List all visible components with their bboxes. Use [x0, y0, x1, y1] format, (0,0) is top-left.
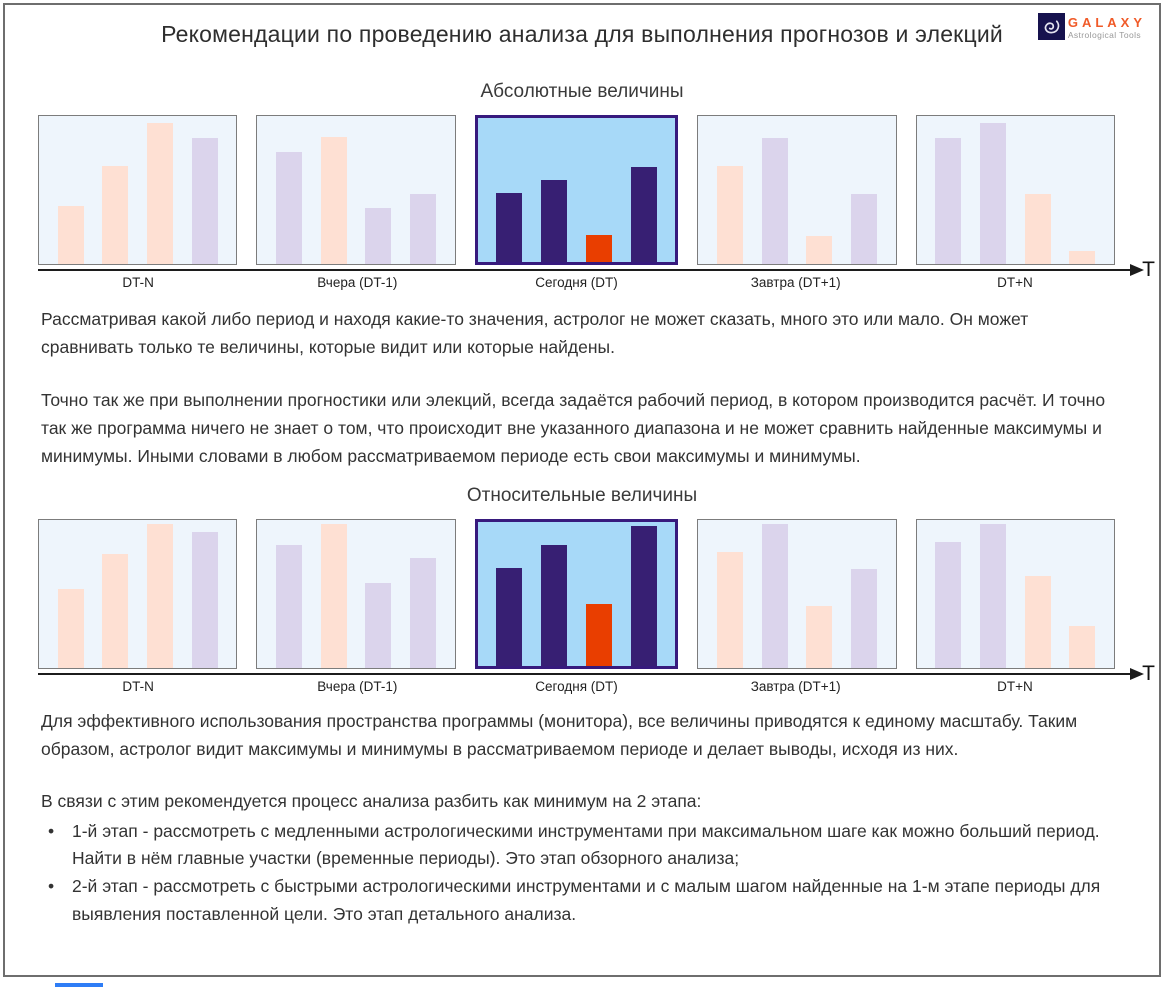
bar-peach	[1069, 250, 1096, 264]
time-axis	[38, 264, 1144, 276]
bar-lavender	[979, 524, 1006, 668]
chart-row-absolute	[38, 115, 1116, 265]
bar-lavender	[191, 531, 218, 668]
mini-chart	[697, 518, 897, 669]
chart-period-label: Вчера (DT-1)	[317, 678, 398, 694]
chart-labels-row: DT-N Вчера (DT-1) Сегодня (DT) Завтра (DT+1…	[38, 679, 1115, 694]
section-absolute-values: Абсолютные величины T DT-N Вчера (DT-1) Се…	[5, 81, 1159, 290]
logo-brand: GALAXY	[1067, 15, 1146, 30]
section-heading-absolute: Абсолютные величины	[480, 81, 684, 102]
axis-label-t: T	[1142, 661, 1155, 685]
bar-peach	[147, 123, 174, 264]
chart-period-label: DT-N	[122, 275, 154, 290]
bar-peach	[1024, 194, 1051, 264]
bar-indigo	[496, 192, 523, 262]
logo-text: GALAXY Astrological Tools	[1068, 13, 1146, 40]
chart-period-label: Сегодня (DT)	[535, 275, 618, 290]
bar-peach	[806, 605, 833, 668]
chart-row-relative	[38, 518, 1116, 669]
bar-orange	[585, 603, 612, 666]
charts-wrap-absolute: T DT-N Вчера (DT-1) Сегодня (DT) Завтра (DT…	[38, 115, 1155, 290]
bar-indigo	[630, 166, 657, 262]
galaxy-logo: GALAXY Astrological Tools	[1037, 13, 1146, 40]
logo-tagline: Astrological Tools	[1067, 30, 1142, 40]
bar-peach	[320, 524, 347, 668]
bar-lavender	[410, 194, 437, 264]
bar-peach	[102, 166, 129, 264]
bar-indigo	[541, 179, 568, 262]
bar-lavender	[850, 568, 877, 668]
bar-indigo	[541, 544, 568, 666]
bar-peach	[716, 166, 743, 264]
bar-peach	[57, 589, 84, 668]
stage-list: 1-й этап - рассмотреть с медленными астр…	[41, 818, 1123, 929]
bar-lavender	[276, 151, 303, 264]
axis-label-t: T	[1142, 258, 1155, 281]
charts-wrap-relative: T DT-N Вчера (DT-1) Сегодня (DT) Завтра (DT…	[38, 518, 1155, 694]
mini-chart	[697, 115, 897, 265]
bar-lavender	[365, 583, 392, 668]
bar-indigo	[496, 567, 523, 666]
bar-orange	[585, 234, 612, 262]
page-header: Рекомендации по проведению анализа для в…	[5, 5, 1159, 67]
bar-lavender	[761, 524, 788, 668]
mini-chart	[256, 518, 456, 669]
chart-period-label: Завтра (DT+1)	[750, 275, 841, 290]
bar-peach	[320, 136, 347, 264]
bottom-blue-strip	[55, 983, 103, 987]
bar-lavender	[365, 207, 392, 264]
chart-labels-row: DT-N Вчера (DT-1) Сегодня (DT) Завтра (DT+1…	[38, 275, 1115, 290]
bar-lavender	[410, 558, 437, 668]
paragraph-1: Рассматривая какой либо период и находя …	[41, 309, 1029, 358]
page-title: Рекомендации по проведению анализа для в…	[161, 21, 1003, 47]
chart-period-label: DT+N	[997, 678, 1033, 694]
bar-lavender	[850, 194, 877, 264]
mini-chart-highlighted	[474, 518, 679, 669]
chart-period-label: DT-N	[122, 678, 154, 694]
bar-peach	[1069, 626, 1096, 668]
paragraph-3: Для эффективного использования пространс…	[41, 710, 1078, 760]
chart-period-label: DT+N	[997, 275, 1033, 290]
paragraph-4-intro: В связи с этим рекомендуется процесс ана…	[41, 791, 702, 812]
bar-lavender	[761, 138, 788, 264]
section-heading-relative: Относительные величины	[466, 484, 698, 506]
stage-2-item: 2-й этап - рассмотреть с быстрыми астрол…	[41, 873, 1123, 928]
bar-peach	[147, 524, 174, 668]
chart-period-label: Вчера (DT-1)	[317, 275, 398, 290]
bar-lavender	[191, 138, 218, 264]
time-axis	[38, 667, 1144, 680]
paragraph-2: Точно так же при выполнении прогностики …	[41, 389, 1106, 467]
bar-lavender	[979, 123, 1006, 264]
bar-peach	[1024, 575, 1051, 668]
chart-period-label: Завтра (DT+1)	[750, 678, 841, 694]
section-relative-values: Относительные величины T DT-N Вчера (DT-1…	[5, 485, 1159, 694]
mini-chart	[915, 115, 1116, 265]
stage-1-item: 1-й этап - рассмотреть с медленными астр…	[41, 818, 1123, 873]
bar-lavender	[935, 138, 962, 264]
bar-peach	[806, 235, 833, 264]
bar-indigo	[630, 526, 657, 666]
galaxy-spiral-icon	[1037, 13, 1065, 40]
mini-chart	[38, 115, 238, 265]
bar-peach	[716, 552, 743, 668]
chart-period-label: Сегодня (DT)	[535, 678, 618, 694]
mini-chart	[38, 518, 238, 669]
mini-chart	[256, 115, 456, 265]
mini-chart	[915, 518, 1116, 669]
bar-peach	[102, 553, 129, 668]
bar-lavender	[935, 541, 962, 668]
bar-lavender	[276, 544, 303, 668]
page: Рекомендации по проведению анализа для в…	[3, 3, 1161, 977]
bar-peach	[57, 206, 84, 264]
mini-chart-highlighted	[474, 115, 679, 265]
